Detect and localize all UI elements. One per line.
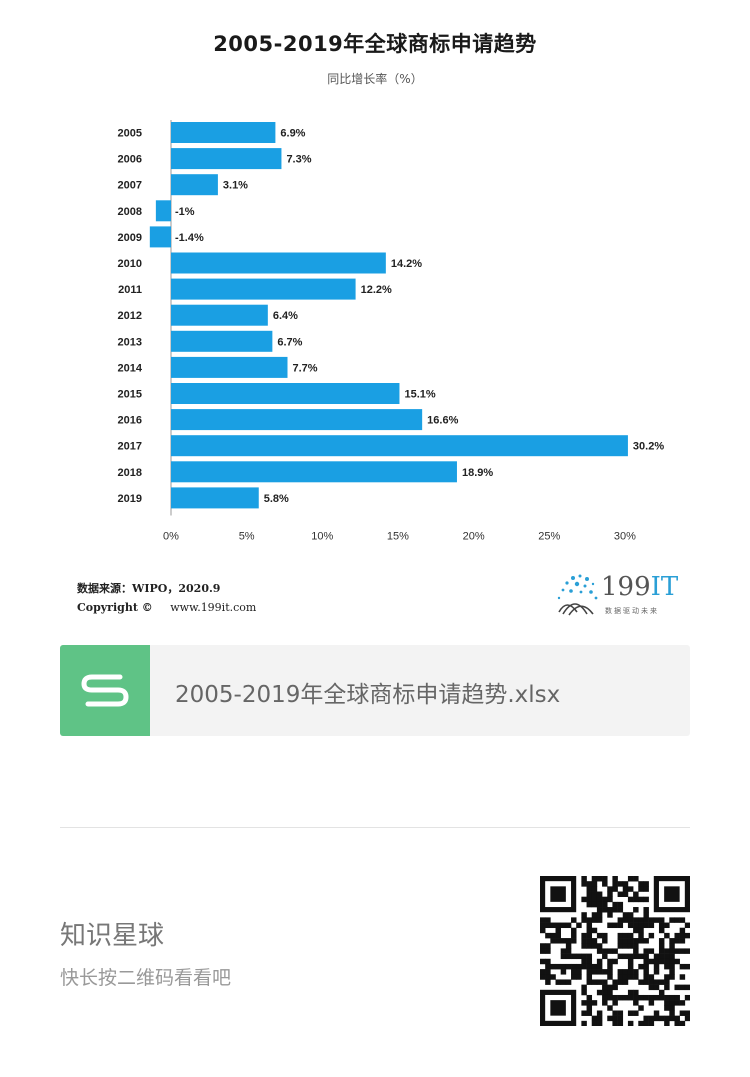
x-tick-label: 20% (463, 531, 485, 541)
data-label: 30.2% (633, 441, 664, 453)
chart-title: 2005-2019年全球商标申请趋势 (213, 32, 537, 56)
data-label: 15.1% (404, 389, 435, 401)
data-label: 6.4% (273, 310, 298, 322)
category-label: 2013 (118, 336, 142, 348)
data-label: -1.4% (175, 232, 204, 244)
data-label: 6.7% (277, 336, 302, 348)
category-label: 2015 (118, 389, 142, 401)
bar (171, 278, 356, 300)
category-label: 2011 (118, 284, 142, 296)
bar-chart: 2005 6.9% 2006 7.3% 2007 3.1% 2008 -1% 2009 -1.4%… (118, 120, 664, 541)
data-label: 18.9% (462, 467, 493, 479)
category-label: 2016 (118, 415, 142, 427)
x-tick-label: 0% (163, 531, 179, 541)
category-label: 2018 (118, 467, 142, 479)
data-label: 7.3% (286, 154, 311, 166)
category-label: 2007 (118, 180, 142, 192)
bar (171, 122, 276, 143)
bar (171, 174, 218, 196)
category-label: 2019 (118, 493, 142, 505)
divider (60, 827, 690, 828)
bar (171, 487, 259, 509)
qr-code-icon[interactable] (540, 876, 690, 1026)
category-label: 2009 (118, 232, 142, 244)
bar (171, 148, 282, 170)
bar (171, 409, 423, 431)
category-label: 2012 (118, 310, 142, 322)
data-label: -1% (175, 206, 195, 218)
data-source: 数据来源：WIPO，2020.9 (77, 582, 221, 595)
category-label: 2010 (118, 258, 142, 270)
data-label: 7.7% (293, 362, 318, 374)
planet-hint: 快长按二维码看看吧 (60, 967, 232, 989)
category-label: 2008 (118, 206, 142, 218)
logo-tagline: 数据驱动未来 (605, 607, 659, 615)
data-label: 14.2% (391, 258, 422, 270)
data-label: 12.2% (361, 284, 392, 296)
data-label: 5.8% (264, 493, 289, 505)
website-link[interactable]: www.199it.com (170, 601, 257, 614)
bar (171, 383, 400, 404)
chart-subtitle: 同比增长率（%） (327, 72, 423, 86)
x-tick-label: 15% (387, 531, 409, 541)
copyright-label: Copyright © (77, 601, 153, 614)
category-label: 2005 (118, 128, 142, 140)
category-label: 2006 (118, 154, 142, 166)
bar (155, 200, 171, 222)
bar (171, 330, 273, 352)
bar (171, 304, 268, 326)
spreadsheet-s-icon (60, 645, 150, 736)
category-label: 2017 (118, 441, 142, 453)
category-label: 2014 (118, 362, 143, 374)
logo-wordmark: 199IT (601, 572, 679, 602)
data-label: 6.9% (280, 128, 305, 140)
bar (171, 356, 288, 378)
file-attachment-card[interactable]: 2005-2019年全球商标申请趋势.xlsx (60, 645, 690, 736)
dots-logo-icon (557, 574, 598, 616)
bar (171, 435, 628, 457)
data-label: 16.6% (427, 415, 458, 427)
x-tick-label: 25% (538, 531, 560, 541)
199it-logo: 199IT 数据驱动未来 (553, 572, 678, 618)
x-tick-label: 10% (311, 531, 333, 541)
planet-title: 知识星球 (60, 921, 165, 951)
bar (171, 252, 386, 274)
bar (149, 226, 171, 248)
bar (171, 461, 457, 483)
x-tick-label: 30% (614, 531, 636, 541)
file-name: 2005-2019年全球商标申请趋势.xlsx (175, 682, 561, 708)
x-tick-label: 5% (239, 531, 255, 541)
data-label: 3.1% (223, 180, 248, 192)
copyright-line: Copyright © www.199it.com (77, 601, 256, 614)
